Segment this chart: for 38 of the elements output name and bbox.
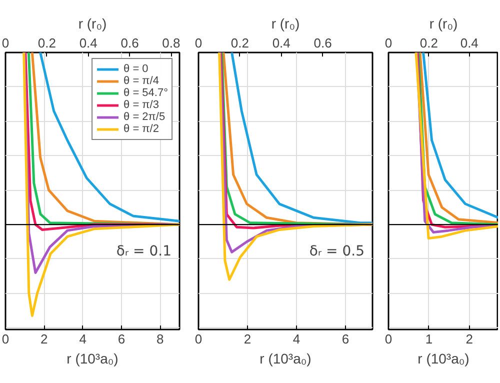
- x-axis-title: r (10³a₀): [418, 350, 470, 366]
- annotation: δᵣ = 0.1: [116, 244, 172, 260]
- x-tick-label: 0: [194, 332, 202, 346]
- x2-tick-label: 0.2: [38, 36, 56, 50]
- x-tick-label: 6: [118, 332, 126, 346]
- x2-tick-label: 0.4: [272, 36, 290, 50]
- legend-label: θ = 54.7°: [124, 87, 168, 99]
- x-tick-label: 2: [40, 332, 48, 346]
- x2-tick-label: 0: [384, 36, 392, 50]
- x-tick-label: 0: [2, 332, 10, 346]
- x2-axis-title: r (r₀): [78, 16, 107, 32]
- x-tick-label: 2: [466, 332, 473, 346]
- x-tick-label: 8: [156, 332, 164, 346]
- x-axis-title: r (10³a₀): [66, 350, 118, 366]
- x2-tick-label: 0.2: [420, 36, 438, 50]
- x2-tick-label: 0: [2, 36, 10, 50]
- legend-label: θ = π/3: [124, 99, 159, 111]
- x2-tick-label: 0.4: [460, 36, 478, 50]
- x-tick-label: 0: [384, 332, 392, 346]
- legend-label: θ = 2π/5: [124, 111, 166, 123]
- x-axis-title: r (10³a₀): [260, 350, 312, 366]
- x2-tick-label: 0.4: [79, 36, 98, 50]
- x-tick-label: 4: [79, 332, 86, 346]
- legend-label: θ = 0: [124, 63, 148, 75]
- x-tick-label: 4: [292, 332, 300, 346]
- x2-tick-label: 0: [194, 36, 202, 50]
- x-tick-label: 1: [425, 332, 433, 346]
- x2-tick-label: 0.8: [162, 36, 180, 50]
- annotation: δᵣ = 0.5: [309, 244, 365, 260]
- legend-label: θ = π/2: [124, 123, 159, 135]
- x-tick-label: 6: [342, 332, 350, 346]
- x2-tick-label: 0.2: [230, 36, 249, 50]
- x2-axis-title: r (r₀): [429, 16, 458, 32]
- x-tick-label: 2: [244, 332, 252, 346]
- legend-label: θ = π/4: [124, 75, 159, 87]
- x2-tick-label: 0.6: [314, 36, 332, 50]
- x2-axis-title: r (r₀): [271, 16, 300, 32]
- x2-tick-label: 0.6: [120, 36, 139, 50]
